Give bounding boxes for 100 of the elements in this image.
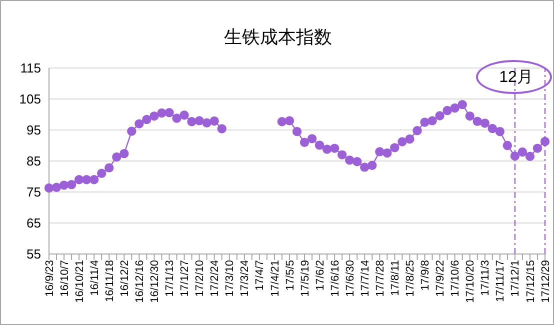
point (382, 148, 392, 158)
x-tick-label: 17/6/16 (329, 260, 342, 297)
point (360, 162, 370, 172)
point (472, 116, 482, 126)
point (375, 147, 384, 156)
x-tick-label: 16/11/18 (104, 260, 116, 302)
point (510, 151, 520, 161)
point (398, 137, 407, 146)
x-tick-label: 16/12/16 (134, 260, 146, 303)
point (495, 126, 505, 136)
x-tick-label: 16/10/21 (74, 260, 86, 303)
x-tick-label: 17/5/5 (284, 260, 296, 291)
point (172, 114, 182, 123)
point (142, 114, 152, 124)
y-tick-label: 95 (26, 122, 41, 138)
point (405, 134, 414, 144)
x-tick-label: 16/11/4 (88, 260, 101, 296)
point (307, 134, 317, 144)
x-tick-label: 17/3/10 (224, 260, 236, 297)
point (345, 155, 354, 165)
point (488, 124, 497, 134)
point (194, 116, 204, 126)
point (525, 152, 535, 161)
y-tick-label: 65 (26, 216, 41, 231)
point (532, 144, 542, 153)
x-tick-label: 16/12/2 (118, 260, 131, 297)
x-tick-label: 17/12/29 (540, 260, 552, 303)
point (59, 180, 69, 190)
point (120, 148, 129, 158)
point (104, 163, 114, 172)
point (412, 126, 422, 136)
x-tick-label: 17/5/19 (299, 260, 312, 297)
x-tick-label: 17/1/27 (179, 260, 192, 297)
point (458, 100, 467, 110)
point (337, 150, 347, 160)
x-tick-label: 17/1/13 (164, 260, 176, 297)
x-tick-label: 17/11/3 (480, 260, 492, 296)
point (352, 157, 362, 166)
point (44, 183, 54, 193)
point (150, 111, 159, 121)
chart-title: 生铁成本指数 (223, 26, 333, 49)
x-tick-label: 17/2/24 (209, 260, 222, 297)
x-tick-label: 17/10/20 (464, 260, 477, 303)
point (74, 175, 84, 184)
point (435, 111, 444, 120)
x-tick-label: 17/7/14 (359, 260, 372, 297)
annotation: 12月 (498, 68, 534, 88)
y-tick-label: 115 (20, 60, 41, 76)
y-tick-label: 85 (26, 154, 41, 169)
x-tick-label: 16/9/23 (44, 260, 56, 297)
point (97, 168, 106, 178)
point (127, 126, 136, 136)
point (322, 144, 332, 154)
point (277, 117, 287, 126)
point (180, 110, 189, 120)
point (390, 143, 400, 152)
x-tick-label: 17/11/17 (494, 260, 507, 302)
point (164, 108, 174, 118)
point (89, 175, 99, 184)
y-tick-label: 75 (26, 184, 41, 200)
point (450, 103, 460, 113)
point (284, 116, 294, 126)
x-tick-label: 17/3/24 (239, 260, 252, 297)
point (66, 180, 76, 190)
x-tick-label: 17/2/10 (194, 260, 206, 297)
point (442, 106, 452, 116)
point (112, 152, 122, 162)
x-tick-label: 17/8/25 (404, 260, 417, 297)
point (52, 182, 62, 192)
x-tick-label: 17/9/8 (420, 260, 432, 291)
point (134, 119, 144, 128)
y-tick-label: 105 (19, 92, 41, 107)
point (210, 116, 219, 126)
point (157, 108, 166, 118)
point (368, 160, 377, 170)
point (292, 126, 302, 136)
x-tick-label: 16/10/7 (58, 260, 71, 297)
x-tick-label: 17/4/21 (269, 260, 282, 297)
point (420, 118, 430, 127)
x-tick-label: 17/6/30 (344, 260, 356, 297)
point (518, 147, 528, 157)
point (428, 116, 437, 126)
point (217, 124, 226, 134)
x-tick-label: 16/12/30 (149, 260, 162, 303)
point (540, 136, 550, 146)
y-tick-label: 55 (26, 246, 41, 262)
x-tick-label: 17/6/2 (314, 260, 326, 291)
point (502, 140, 512, 150)
x-tick-label: 17/12/1 (510, 260, 522, 297)
x-tick-label: 17/8/11 (390, 260, 402, 296)
x-tick-label: 17/7/28 (374, 260, 386, 297)
point (330, 144, 340, 153)
x-tick-label: 17/9/22 (434, 260, 447, 297)
x-tick-label: 17/4/7 (254, 260, 266, 291)
point (202, 118, 212, 128)
point (300, 138, 310, 147)
x-tick-label: 17/10/6 (450, 260, 462, 297)
point (314, 140, 324, 150)
point (480, 118, 490, 128)
x-tick-label: 17/12/15 (524, 260, 537, 303)
